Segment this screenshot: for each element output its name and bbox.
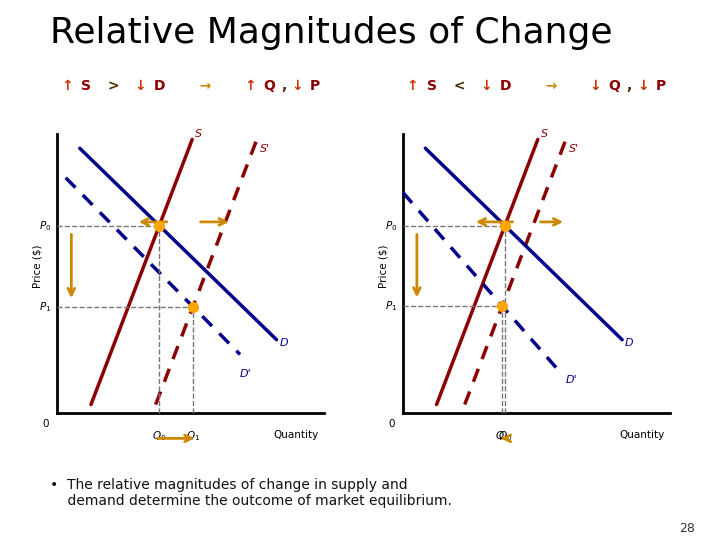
Text: →: → (536, 79, 567, 93)
Text: Price ($): Price ($) (378, 244, 388, 288)
Text: ↑: ↑ (61, 79, 73, 93)
Text: >: > (104, 79, 125, 93)
Text: P: P (655, 79, 665, 93)
Text: ↓: ↓ (135, 79, 146, 93)
Text: 28: 28 (679, 522, 695, 535)
Text: ↓: ↓ (480, 79, 492, 93)
Text: $Q_1$: $Q_1$ (495, 429, 509, 443)
Text: ↑: ↑ (407, 79, 418, 93)
Text: D': D' (240, 369, 251, 379)
Text: $P_1$: $P_1$ (385, 299, 397, 313)
Text: $P_1$: $P_1$ (40, 300, 52, 314)
Text: D: D (500, 79, 511, 93)
Text: Quantity: Quantity (274, 429, 319, 440)
Text: $Q_0$: $Q_0$ (152, 429, 166, 443)
Text: D: D (154, 79, 166, 93)
Text: →: → (190, 79, 221, 93)
Text: ↓: ↓ (590, 79, 601, 93)
Text: Relative Magnitudes of Change: Relative Magnitudes of Change (50, 16, 613, 50)
Text: D: D (279, 338, 288, 348)
Text: ↓: ↓ (637, 79, 649, 93)
Text: $P_0$: $P_0$ (385, 219, 397, 233)
Text: S: S (541, 130, 548, 139)
Text: P: P (310, 79, 320, 93)
Text: Q: Q (263, 79, 275, 93)
Text: ↑: ↑ (244, 79, 256, 93)
Text: 0: 0 (42, 419, 49, 429)
Text: S: S (195, 130, 202, 139)
Text: •  The relative magnitudes of change in supply and
    demand determine the outc: • The relative magnitudes of change in s… (50, 478, 452, 508)
Text: ,: , (282, 79, 287, 93)
Text: D': D' (566, 375, 577, 385)
Text: Quantity: Quantity (619, 429, 665, 440)
Text: $Q_1$: $Q_1$ (186, 429, 200, 443)
Text: <: < (449, 79, 470, 93)
Text: D: D (625, 338, 634, 348)
Text: Price ($): Price ($) (32, 244, 42, 288)
Text: Q: Q (608, 79, 621, 93)
Text: S': S' (569, 144, 579, 154)
Text: $Q_0$: $Q_0$ (498, 429, 512, 443)
Text: S': S' (260, 144, 270, 154)
Text: S: S (427, 79, 436, 93)
Text: ↓: ↓ (292, 79, 303, 93)
Text: 0: 0 (388, 419, 395, 429)
Text: $P_0$: $P_0$ (40, 219, 52, 233)
Text: S: S (81, 79, 91, 93)
Text: ,: , (627, 79, 632, 93)
